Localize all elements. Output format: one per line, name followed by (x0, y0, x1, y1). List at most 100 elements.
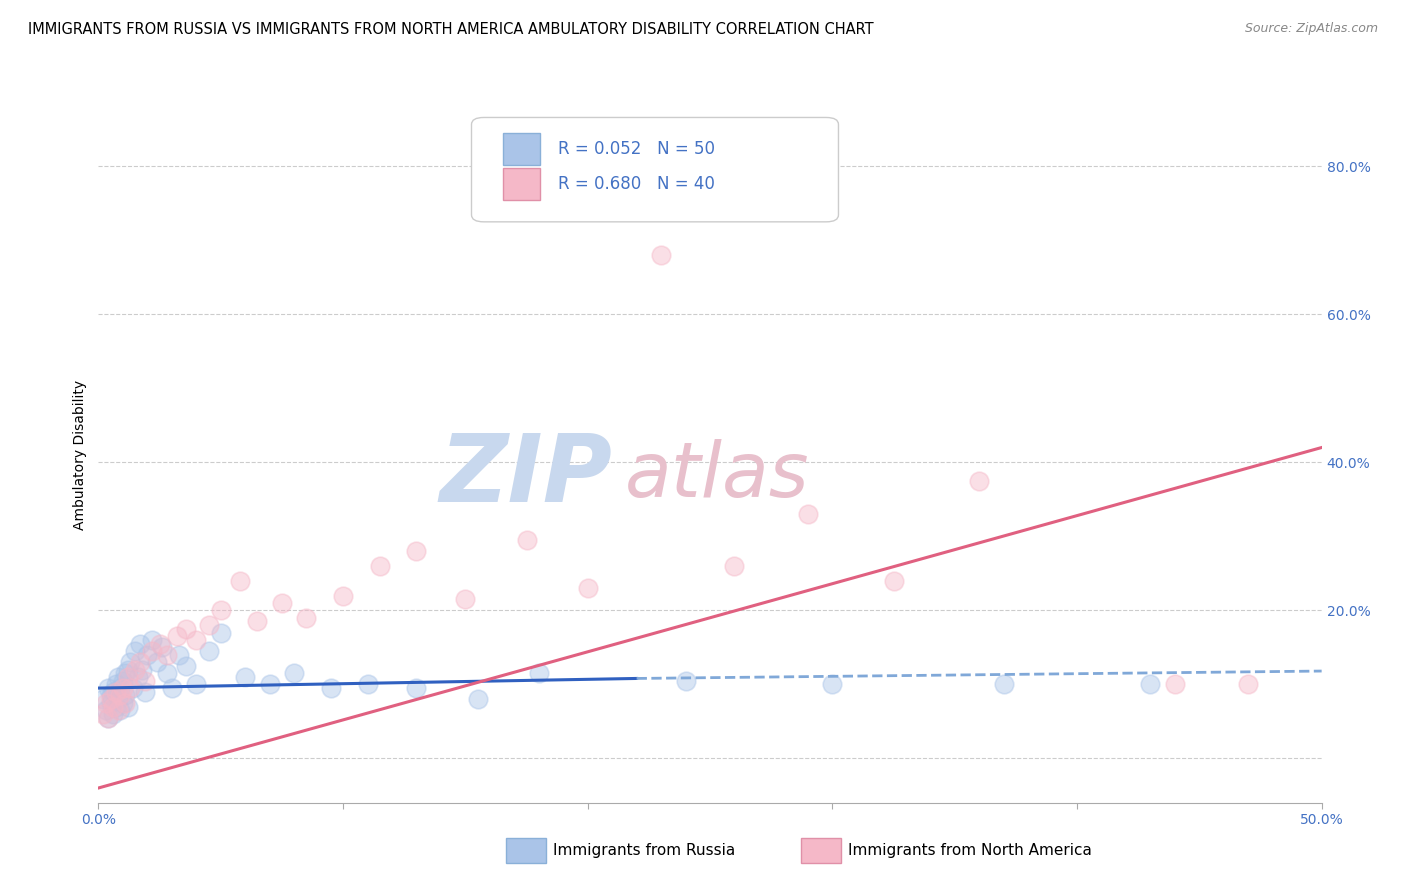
Point (97, 711, 120, 725)
Point (111, 696, 134, 710)
Point (94, 703, 117, 717)
Point (186, 677, 208, 691)
Point (319, 681, 342, 695)
Point (114, 689, 136, 703)
Point (332, 589, 354, 603)
Point (131, 663, 153, 677)
Point (100, 696, 122, 710)
Point (295, 611, 318, 625)
Point (107, 670, 129, 684)
Point (209, 603, 232, 617)
Point (107, 703, 129, 717)
Point (149, 637, 172, 651)
Point (110, 689, 132, 703)
Point (233, 670, 256, 684)
Point (246, 615, 269, 629)
Point (1164, 677, 1187, 691)
FancyBboxPatch shape (503, 134, 540, 165)
Point (91, 706, 114, 721)
Point (120, 681, 142, 695)
Point (97, 681, 120, 695)
Point (967, 474, 990, 488)
Point (104, 699, 127, 714)
Point (368, 558, 391, 573)
Point (650, 248, 672, 262)
Point (136, 648, 159, 662)
Point (134, 673, 156, 688)
Point (104, 685, 127, 699)
Point (101, 699, 124, 714)
Text: Source: ZipAtlas.com: Source: ZipAtlas.com (1244, 22, 1378, 36)
Point (117, 663, 139, 677)
Point (124, 644, 146, 658)
Point (146, 655, 169, 669)
Point (94, 696, 117, 710)
Point (107, 692, 129, 706)
Point (100, 692, 122, 706)
Point (1139, 677, 1161, 691)
Point (993, 677, 1015, 691)
Point (111, 673, 134, 688)
Point (101, 685, 124, 699)
FancyBboxPatch shape (471, 118, 838, 222)
Point (127, 670, 149, 684)
Point (283, 666, 305, 681)
Y-axis label: Ambulatory Disability: Ambulatory Disability (73, 380, 87, 530)
Text: Immigrants from Russia: Immigrants from Russia (553, 844, 735, 858)
Point (141, 644, 163, 658)
Point (160, 681, 183, 695)
Point (229, 574, 252, 588)
Point (120, 655, 142, 669)
Point (110, 681, 132, 695)
Text: R = 0.680   N = 40: R = 0.680 N = 40 (558, 175, 716, 193)
Point (141, 632, 163, 647)
Point (124, 663, 146, 677)
Text: ZIP: ZIP (439, 430, 612, 522)
Point (209, 625, 232, 640)
Point (356, 677, 378, 691)
Point (515, 533, 537, 547)
Point (101, 706, 124, 721)
Point (197, 618, 219, 632)
Point (117, 699, 139, 714)
Point (405, 681, 427, 695)
Point (821, 677, 844, 691)
Point (259, 677, 281, 691)
Text: atlas: atlas (624, 439, 808, 513)
Point (100, 689, 122, 703)
Point (110, 703, 132, 717)
Point (176, 658, 198, 673)
Point (114, 696, 136, 710)
Point (91, 692, 114, 706)
Point (797, 507, 820, 521)
Point (167, 648, 190, 662)
Point (723, 558, 745, 573)
Point (117, 670, 139, 684)
Point (129, 637, 152, 651)
Point (114, 666, 136, 681)
Point (121, 681, 143, 695)
Point (675, 673, 697, 688)
Point (270, 596, 294, 610)
Point (104, 677, 127, 691)
Point (467, 692, 489, 706)
Point (1237, 677, 1260, 691)
Text: R = 0.052   N = 50: R = 0.052 N = 50 (558, 140, 716, 158)
Point (176, 622, 198, 636)
Point (111, 681, 134, 695)
Point (156, 648, 179, 662)
Point (405, 544, 427, 558)
Text: IMMIGRANTS FROM RUSSIA VS IMMIGRANTS FROM NORTH AMERICA AMBULATORY DISABILITY CO: IMMIGRANTS FROM RUSSIA VS IMMIGRANTS FRO… (28, 22, 873, 37)
Point (527, 666, 550, 681)
Point (150, 640, 173, 655)
Point (134, 685, 156, 699)
Point (576, 581, 599, 595)
Point (166, 629, 188, 643)
Point (97, 711, 120, 725)
Point (129, 655, 152, 669)
Point (883, 574, 905, 588)
Point (186, 632, 208, 647)
Point (197, 644, 219, 658)
Text: Immigrants from North America: Immigrants from North America (848, 844, 1091, 858)
FancyBboxPatch shape (503, 169, 540, 200)
